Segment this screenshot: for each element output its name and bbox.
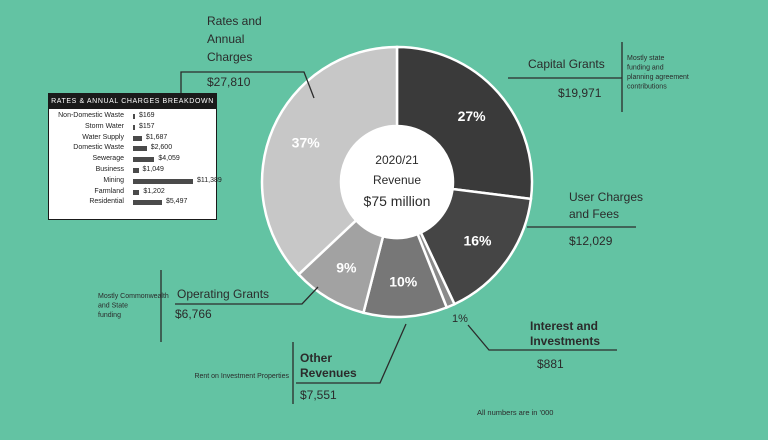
other-revenues-leader <box>296 323 407 384</box>
interest-leader <box>467 324 617 351</box>
other-revenues-note: Rent on Investment Properties <box>194 373 289 380</box>
breakdown-row: Farmland $1,202 <box>49 187 216 198</box>
footnote: All numbers are in '000 <box>477 408 553 417</box>
callouts: Capital Grants $19,971 Mostly state funding… <box>98 14 689 404</box>
center-caption: Revenue <box>373 173 421 187</box>
capital-grants-note: planning agreement <box>627 74 689 81</box>
operating-grants-note: funding <box>98 312 121 319</box>
breakdown-category: Water Supply <box>82 133 124 141</box>
breakdown-bar <box>133 167 139 173</box>
breakdown-value: $1,049 <box>142 165 164 173</box>
breakdown-category: Sewerage <box>92 155 124 163</box>
rates-label: Annual <box>207 32 244 46</box>
operating-grants-note: Mostly Commonwealth <box>98 293 169 300</box>
operating-grants-label: Operating Grants <box>177 287 269 301</box>
rates-label: Rates and <box>207 14 262 28</box>
breakdown-row: Business $1,049 <box>49 165 216 176</box>
breakdown-title: RATES & ANNUAL CHARGES BREAKDOWN <box>49 94 216 109</box>
rates-value: $27,810 <box>207 75 251 89</box>
percent-label-5: 37% <box>292 134 321 150</box>
breakdown-category: Residential <box>89 198 124 206</box>
percent-label-1: 16% <box>463 232 492 248</box>
breakdown-value: $1,202 <box>143 187 165 195</box>
breakdown-category: Business <box>95 165 124 173</box>
user-charges-label: and Fees <box>569 207 619 221</box>
breakdown-value: $2,600 <box>150 144 173 152</box>
operating-grants-leader <box>175 286 319 305</box>
breakdown-value: $4,059 <box>158 155 180 163</box>
percent-label-3: 10% <box>389 273 418 289</box>
capital-grants-note: contributions <box>627 84 667 91</box>
breakdown-row: Sewerage $4,059 <box>49 154 216 165</box>
interest-value: $881 <box>537 357 564 371</box>
breakdown-row: Mining $11,389 <box>49 176 222 187</box>
operating-grants-value: $6,766 <box>175 307 212 321</box>
breakdown-category: Domestic Waste <box>73 144 124 152</box>
rates-label: Charges <box>207 50 252 64</box>
interest-label: Interest and <box>530 319 598 333</box>
breakdown-bar <box>133 114 135 119</box>
capital-grants-note: Mostly state <box>627 55 664 62</box>
capital-grants-value: $19,971 <box>558 86 602 100</box>
breakdown-row: Non-Domestic Waste $169 <box>49 111 216 122</box>
breakdown-row: Residential $5,497 <box>49 197 216 208</box>
breakdown-row: Domestic Waste $2,600 <box>49 143 216 154</box>
percent-label-4: 9% <box>336 260 357 276</box>
rates-breakdown-panel: RATES & ANNUAL CHARGES BREAKDOWN Non-Dom… <box>48 93 222 220</box>
capital-grants-label: Capital Grants <box>528 57 605 71</box>
breakdown-category: Non-Domestic Waste <box>58 112 124 119</box>
breakdown-value: $169 <box>139 112 155 119</box>
interest-percent-label: 1% <box>452 313 468 325</box>
breakdown-category: Mining <box>103 176 124 184</box>
slice-5 <box>260 45 399 277</box>
center-year: 2020/21 <box>375 153 419 167</box>
donut-center <box>341 126 453 238</box>
breakdown-rows: Non-Domestic Waste $169 Storm Water $157 Wat… <box>49 109 222 208</box>
operating-grants-note: and State <box>98 303 128 310</box>
user-charges-value: $12,029 <box>569 234 613 248</box>
other-revenues-label: Revenues <box>300 366 357 380</box>
capital-grants-note: funding and <box>627 65 664 72</box>
percent-label-0: 27% <box>458 108 487 124</box>
breakdown-category: Storm Water <box>84 122 124 130</box>
breakdown-bar <box>133 124 135 130</box>
breakdown-bar <box>133 157 155 163</box>
breakdown-bar <box>133 189 140 195</box>
breakdown-category: Farmland <box>94 187 124 195</box>
other-revenues-value: $7,551 <box>300 388 337 402</box>
breakdown-row: Storm Water $157 <box>49 122 216 133</box>
rates-leader <box>180 71 315 99</box>
breakdown-bar <box>133 135 142 141</box>
interest-label: Investments <box>530 334 600 348</box>
donut-slices <box>260 45 534 319</box>
user-charges-label: User Charges <box>569 190 643 204</box>
other-revenues-label: Other <box>300 351 332 365</box>
breakdown-value: $5,497 <box>165 198 188 206</box>
breakdown-row: Water Supply $1,687 <box>49 133 216 144</box>
breakdown-bar <box>133 146 147 152</box>
breakdown-bar <box>133 200 162 206</box>
breakdown-value: $157 <box>139 122 155 130</box>
center-total: $75 million <box>364 193 431 209</box>
breakdown-bar <box>133 178 193 184</box>
percent-labels: 27% 16% 10% 9% 37% <box>292 108 492 289</box>
breakdown-value: $1,687 <box>145 133 168 141</box>
breakdown-value: $11,389 <box>197 176 222 184</box>
